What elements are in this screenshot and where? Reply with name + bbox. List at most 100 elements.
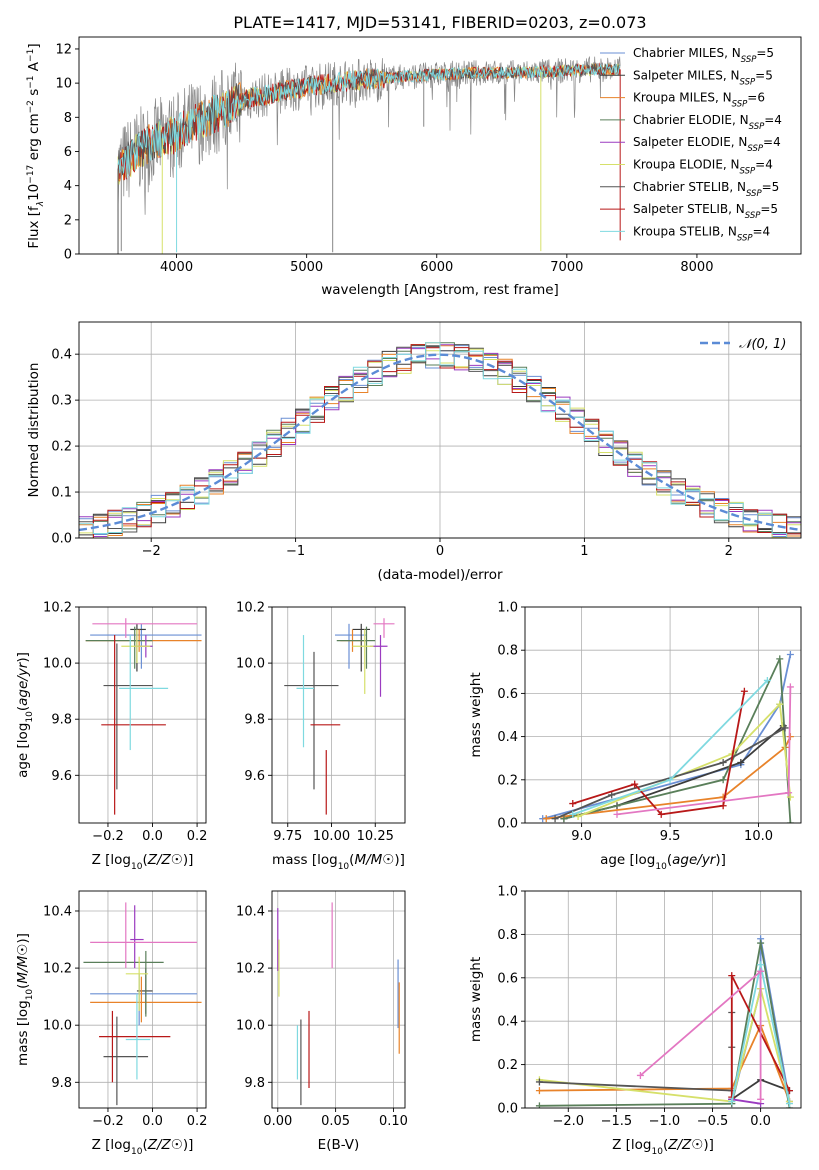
legend-label: Chabrier STELIB, NSSP=5 <box>633 180 779 199</box>
weight-point <box>786 683 794 691</box>
massweight-vs-age-panel: 9.0 9.5 10.0 0.0 0.2 0.4 0.6 0.8 1.0 mass weight a… <box>468 601 802 872</box>
y-tick-label: 8 <box>64 111 72 126</box>
weight-point <box>569 810 577 818</box>
weight-series <box>546 736 792 820</box>
x-axis-label: (data-model)/error <box>377 567 503 583</box>
gaussian-curve <box>79 353 801 532</box>
legend-label: Chabrier ELODIE, NSSP=4 <box>633 113 782 132</box>
x-tick-label: 0.2 <box>187 1114 208 1129</box>
y-axis-label: mass [log10(M/M☉)] <box>15 933 35 1066</box>
weight-series <box>731 1098 761 1105</box>
x-tick-label: 1 <box>580 544 588 559</box>
weight-point <box>740 687 748 695</box>
axes-frame <box>271 890 406 1109</box>
weight-point <box>542 815 550 823</box>
x-tick-label: 0.00 <box>263 1114 292 1129</box>
mass-vs-Z-plot <box>83 902 202 1106</box>
x-tick-label: 7000 <box>550 260 583 275</box>
x-tick-label: 0.10 <box>379 1114 408 1129</box>
y-tick-label: 10.2 <box>236 962 265 977</box>
weight-point <box>763 676 771 684</box>
y-tick-label: 0.6 <box>497 687 518 702</box>
axes-frame <box>524 890 802 1109</box>
weight-point <box>757 967 765 975</box>
mass-vs-EBV-plot <box>277 902 400 1106</box>
weight-point <box>560 815 568 823</box>
y-tick-label: 10.0 <box>236 1019 265 1034</box>
weight-point <box>631 780 639 788</box>
x-tick-label: −0.2 <box>92 829 124 844</box>
y-tick-label: 2 <box>64 213 72 228</box>
weight-point <box>719 802 727 810</box>
weight-point <box>737 759 745 767</box>
weight-point <box>757 1095 765 1103</box>
y-tick-label: 9.8 <box>51 713 72 728</box>
weight-point <box>551 815 559 823</box>
weight-point <box>776 655 784 663</box>
x-tick-label: 9.75 <box>273 829 302 844</box>
legend-label: Salpeter ELODIE, NSSP=4 <box>633 135 781 154</box>
y-tick-label: 6 <box>64 145 72 160</box>
x-tick-label: −2 <box>142 544 161 559</box>
y-axis-label: mass weight <box>468 957 484 1042</box>
age-vs-mass-plot <box>284 618 395 815</box>
x-tick-label: 9.5 <box>660 829 681 844</box>
y-tick-label: 0.1 <box>51 486 72 501</box>
y-tick-label: 10.2 <box>236 601 265 616</box>
axes-frame <box>78 36 802 255</box>
y-tick-label: 0 <box>64 248 72 263</box>
age-vs-mass-panel: 9.75 10.00 10.25 9.6 9.8 10.0 10.2 mass [log10(… <box>236 601 406 872</box>
weight-point <box>785 789 793 797</box>
legend-label: Kroupa ELODIE, NSSP=4 <box>633 158 773 177</box>
weight-series <box>563 658 792 823</box>
age-vs-Z-panel: −0.2 0.0 0.2 9.6 9.8 10.0 10.2 age [log10(age/y… <box>15 601 207 873</box>
weight-point <box>785 1100 793 1108</box>
y-tick-label: 10.0 <box>43 1019 72 1034</box>
histogram-series <box>79 342 801 538</box>
x-axis-label: E(B-V) <box>318 1137 360 1153</box>
mass-vs-EBV-panel: 0.00 0.05 0.10 9.8 10.0 10.2 10.4 E(B-V) <box>236 890 408 1153</box>
y-tick-label: 0.4 <box>51 348 72 363</box>
y-axis-label: age [log10(age/yr)] <box>15 652 35 778</box>
massweight-vs-Z-panel: −2.0 −1.5 −1.0 −0.5 0.0 0.0 0.2 0.4 0.6 0.8 1.0 mas… <box>468 885 802 1157</box>
y-tick-label: 1.0 <box>497 601 518 616</box>
weight-point <box>613 810 621 818</box>
weight-point <box>535 1102 543 1108</box>
legend-label: 𝒩(0, 1) <box>739 337 786 352</box>
y-tick-label: 9.8 <box>244 713 265 728</box>
x-tick-label: 6000 <box>420 260 453 275</box>
x-axis-label: Z [log10(Z/Z☉)] <box>92 1137 194 1157</box>
x-tick-label: 10.00 <box>313 829 350 844</box>
y-tick-label: 12 <box>55 42 72 57</box>
y-tick-label: 0.0 <box>497 817 518 832</box>
y-tick-label: 0.8 <box>497 644 518 659</box>
y-tick-label: 0.6 <box>497 971 518 986</box>
x-tick-label: 10.25 <box>357 829 394 844</box>
y-tick-label: 0.2 <box>497 773 518 788</box>
weight-point <box>608 791 616 799</box>
y-tick-label: 10.2 <box>43 962 72 977</box>
y-tick-label: 9.6 <box>244 769 265 784</box>
y-tick-label: 4 <box>64 179 72 194</box>
y-tick-label: 9.8 <box>51 1076 72 1091</box>
axes-frame <box>271 606 406 824</box>
weight-point <box>786 651 794 659</box>
x-tick-label: 8000 <box>680 260 713 275</box>
x-tick-label: 0.05 <box>321 1114 350 1129</box>
x-tick-label: 0.2 <box>187 829 208 844</box>
y-axis-label: mass weight <box>468 672 484 757</box>
y-tick-label: 10 <box>55 77 72 92</box>
weight-point <box>786 819 794 823</box>
weight-series <box>539 988 791 1103</box>
x-tick-label: −1.0 <box>649 1114 681 1129</box>
y-tick-label: 0.4 <box>497 1015 518 1030</box>
y-tick-label: 10.0 <box>236 657 265 672</box>
y-tick-label: 0.0 <box>497 1102 518 1117</box>
weight-point <box>719 776 727 784</box>
weight-point <box>757 961 765 969</box>
x-tick-label: 0.0 <box>142 829 163 844</box>
figure-title: PLATE=1417, MJD=53141, FIBERID=0203, z=0… <box>233 13 646 32</box>
x-tick-label: 5000 <box>290 260 323 275</box>
x-axis-label: mass [log10(M/M☉)] <box>272 852 405 872</box>
